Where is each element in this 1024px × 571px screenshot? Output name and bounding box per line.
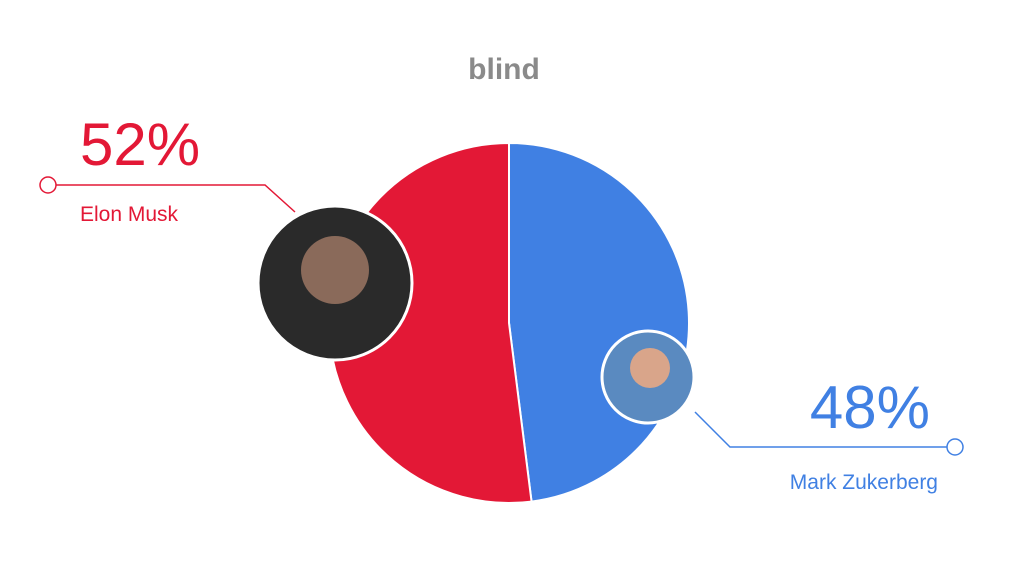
photo-face <box>630 348 670 388</box>
photo-face <box>301 236 369 304</box>
leader-line <box>694 411 947 448</box>
leader-dot <box>946 438 964 456</box>
leader-dot <box>39 176 57 194</box>
leader-line <box>56 184 296 213</box>
pie-slice <box>508 141 690 503</box>
value-label: 48% <box>810 374 930 441</box>
legend-label: Mark Zukerberg <box>790 471 938 494</box>
chart-title: blind <box>468 53 540 86</box>
legend-label: Elon Musk <box>80 203 179 226</box>
value-label: 52% <box>80 111 200 178</box>
